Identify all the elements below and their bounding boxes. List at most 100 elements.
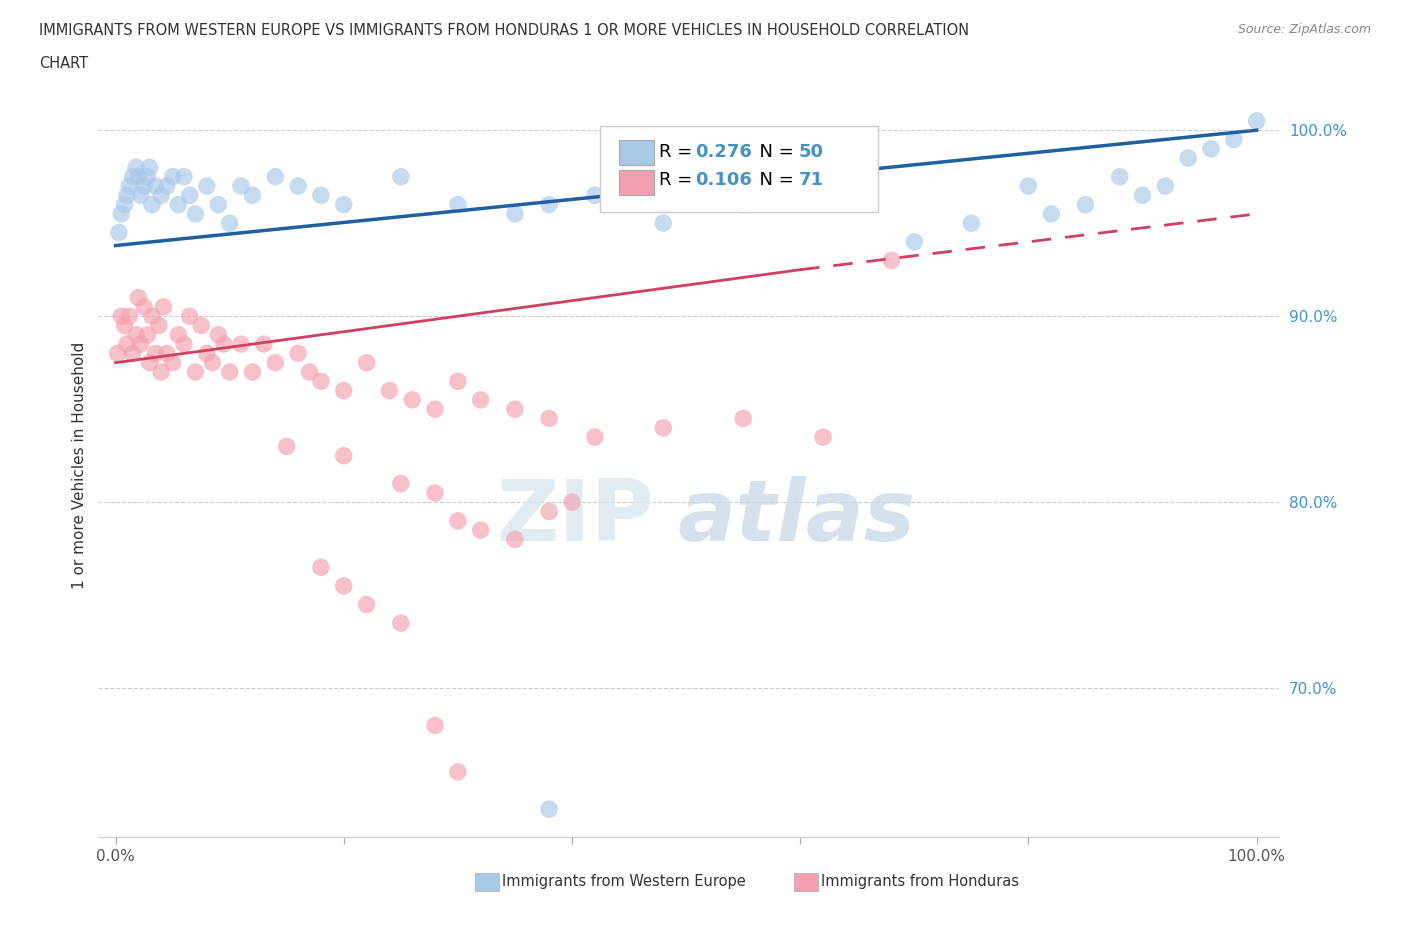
Point xyxy=(145,179,167,193)
Point xyxy=(184,365,207,379)
Point xyxy=(389,476,412,491)
Point xyxy=(287,179,309,193)
Point xyxy=(538,197,561,212)
FancyBboxPatch shape xyxy=(600,126,877,212)
Y-axis label: 1 or more Vehicles in Household: 1 or more Vehicles in Household xyxy=(72,341,87,589)
Text: Immigrants from Honduras: Immigrants from Honduras xyxy=(821,874,1019,889)
Text: N =: N = xyxy=(748,143,800,161)
Point xyxy=(276,439,298,454)
Point xyxy=(733,197,755,212)
Point xyxy=(253,337,276,352)
Point xyxy=(201,355,224,370)
Point xyxy=(173,169,195,184)
Point xyxy=(136,169,159,184)
Point xyxy=(179,309,201,324)
Point xyxy=(107,346,129,361)
Point xyxy=(332,197,354,212)
Point xyxy=(401,392,423,407)
Point xyxy=(880,253,903,268)
Point xyxy=(389,616,412,631)
Point xyxy=(309,374,332,389)
Point xyxy=(207,327,229,342)
Point xyxy=(162,355,184,370)
Point xyxy=(309,188,332,203)
Point xyxy=(190,318,212,333)
Point xyxy=(121,346,143,361)
Text: IMMIGRANTS FROM WESTERN EUROPE VS IMMIGRANTS FROM HONDURAS 1 OR MORE VEHICLES IN: IMMIGRANTS FROM WESTERN EUROPE VS IMMIGR… xyxy=(39,23,970,38)
Point xyxy=(115,337,138,352)
Point xyxy=(287,346,309,361)
Point xyxy=(811,430,834,445)
Point xyxy=(447,764,470,779)
Point xyxy=(1154,179,1177,193)
Point xyxy=(167,197,190,212)
Point xyxy=(141,309,163,324)
Point xyxy=(1108,169,1130,184)
Point xyxy=(1017,179,1039,193)
Point xyxy=(132,179,155,193)
Point xyxy=(733,411,755,426)
Point xyxy=(212,337,235,352)
Point xyxy=(583,188,606,203)
Point xyxy=(167,327,190,342)
Point xyxy=(447,513,470,528)
Point xyxy=(125,160,148,175)
Point xyxy=(242,365,264,379)
Point xyxy=(1199,141,1222,156)
Text: CHART: CHART xyxy=(39,56,89,71)
Text: R =: R = xyxy=(659,171,699,189)
Point xyxy=(503,532,526,547)
Point xyxy=(115,188,138,203)
Text: Source: ZipAtlas.com: Source: ZipAtlas.com xyxy=(1237,23,1371,36)
Point xyxy=(470,523,492,538)
Point xyxy=(903,234,925,249)
Point xyxy=(127,169,149,184)
Point xyxy=(179,188,201,203)
Point xyxy=(145,346,167,361)
Point xyxy=(356,355,378,370)
Text: 0.276: 0.276 xyxy=(695,143,752,161)
Point xyxy=(229,337,252,352)
Point xyxy=(298,365,321,379)
FancyBboxPatch shape xyxy=(794,873,818,891)
Point xyxy=(1040,206,1063,221)
Point xyxy=(173,337,195,352)
Point xyxy=(423,402,446,417)
Point xyxy=(150,188,173,203)
Point xyxy=(110,309,132,324)
FancyBboxPatch shape xyxy=(619,169,654,195)
Point xyxy=(218,216,240,231)
Point xyxy=(156,179,179,193)
Point xyxy=(125,327,148,342)
Point xyxy=(114,318,136,333)
Point xyxy=(264,355,287,370)
Point xyxy=(538,802,561,817)
Text: 50: 50 xyxy=(799,143,824,161)
Text: N =: N = xyxy=(748,171,800,189)
Point xyxy=(229,179,252,193)
Point xyxy=(207,197,229,212)
Point xyxy=(332,578,354,593)
Point xyxy=(447,197,470,212)
Point xyxy=(423,718,446,733)
Text: R =: R = xyxy=(659,143,699,161)
Point xyxy=(110,206,132,221)
Point xyxy=(332,448,354,463)
Point xyxy=(150,365,173,379)
Point xyxy=(114,197,136,212)
Point xyxy=(118,179,141,193)
Point xyxy=(538,504,561,519)
Point xyxy=(156,346,179,361)
Point xyxy=(184,206,207,221)
Point xyxy=(141,197,163,212)
Point xyxy=(242,188,264,203)
Text: atlas: atlas xyxy=(678,475,915,559)
Point xyxy=(503,402,526,417)
Point xyxy=(309,560,332,575)
Point xyxy=(503,206,526,221)
Point xyxy=(121,169,143,184)
Point xyxy=(264,169,287,184)
Point xyxy=(538,411,561,426)
Point xyxy=(127,290,149,305)
Text: 0.106: 0.106 xyxy=(695,171,752,189)
